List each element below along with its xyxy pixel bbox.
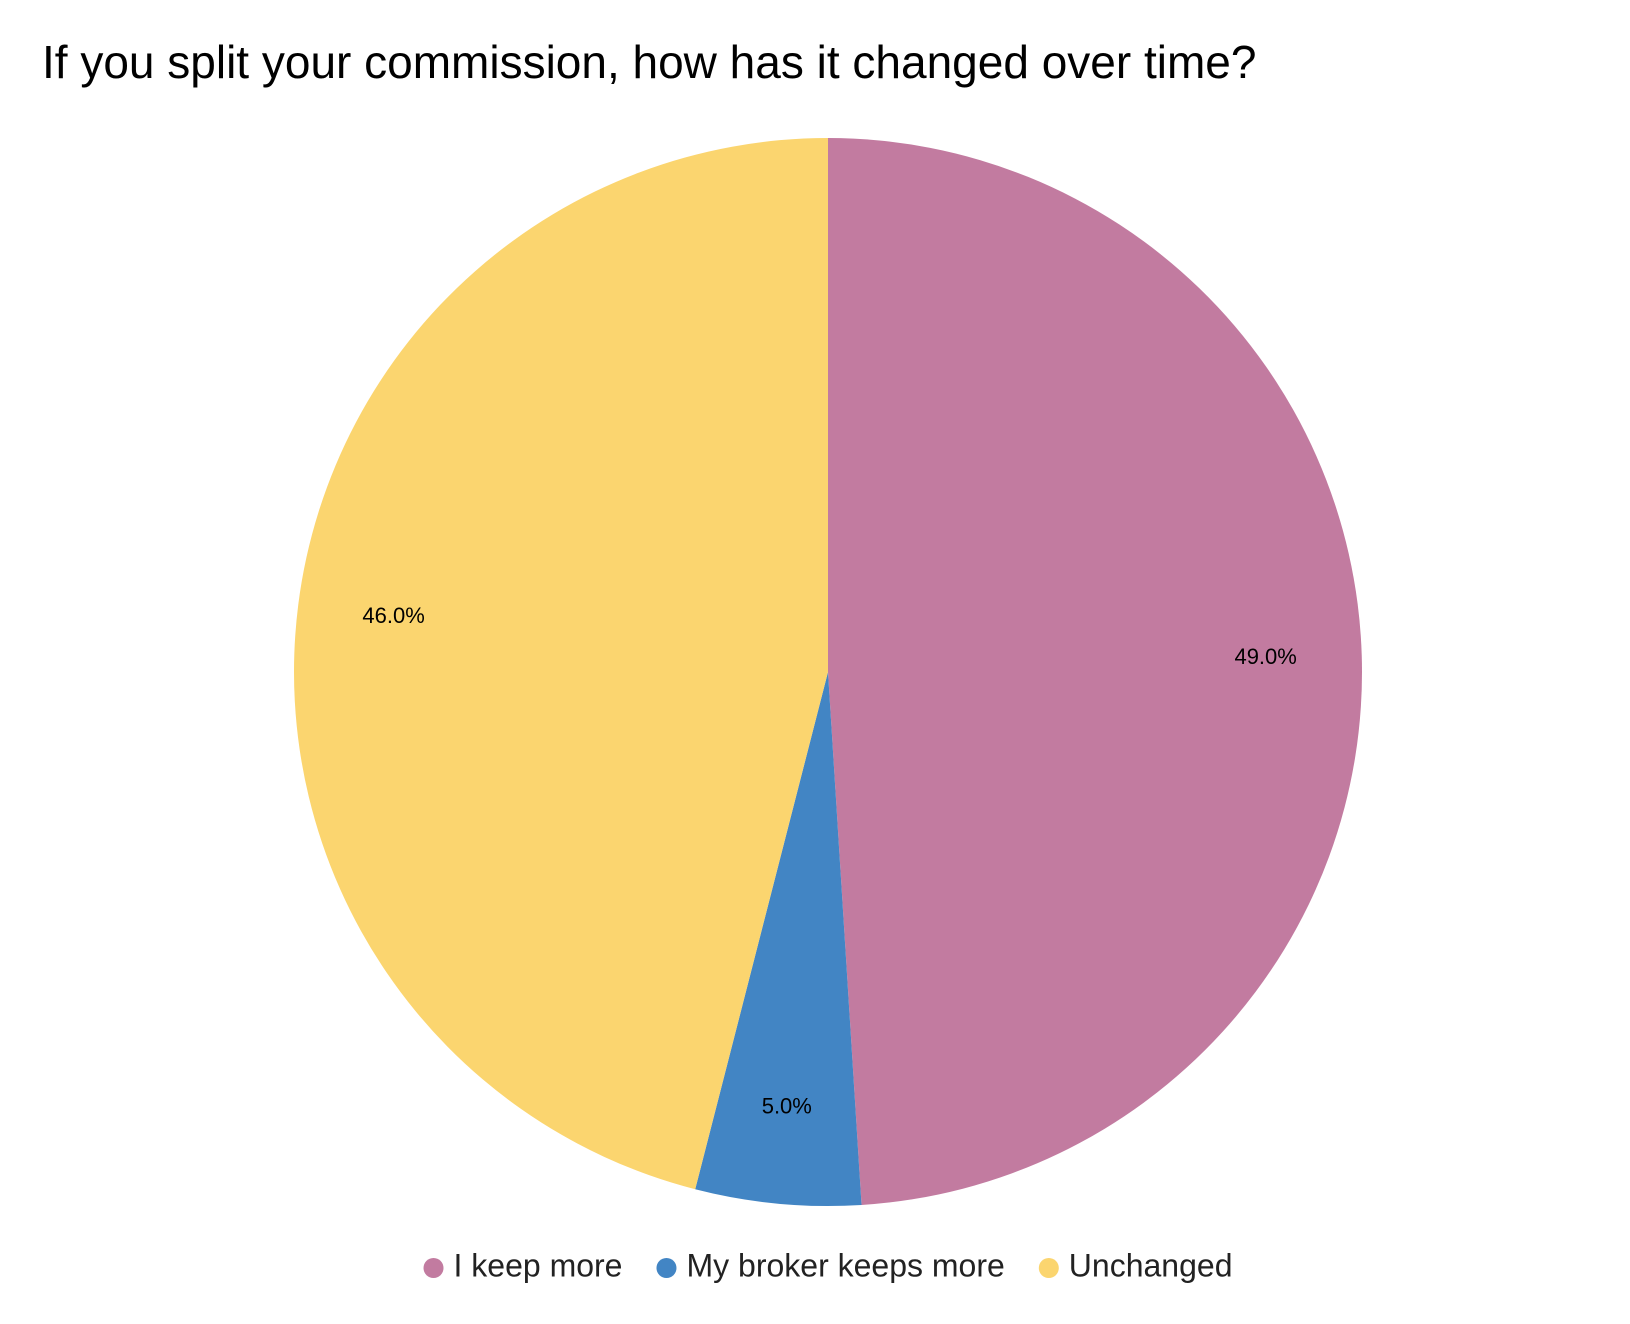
legend-label: My broker keeps more [686,1247,1004,1283]
legend-marker [656,1258,677,1278]
legend-marker [1038,1258,1059,1278]
legend-marker [423,1258,444,1278]
value-label: 46.0% [362,603,424,628]
pie-slice [828,138,1363,1205]
legend-label: I keep more [454,1247,623,1283]
pie-slice [695,672,862,1206]
value-label: 5.0% [762,1094,812,1119]
pie-slice [294,138,828,1190]
legend-label: Unchanged [1069,1247,1233,1283]
value-label: 49.0% [1234,644,1296,669]
chart-title: If you split your commission, how has it… [42,36,1256,88]
